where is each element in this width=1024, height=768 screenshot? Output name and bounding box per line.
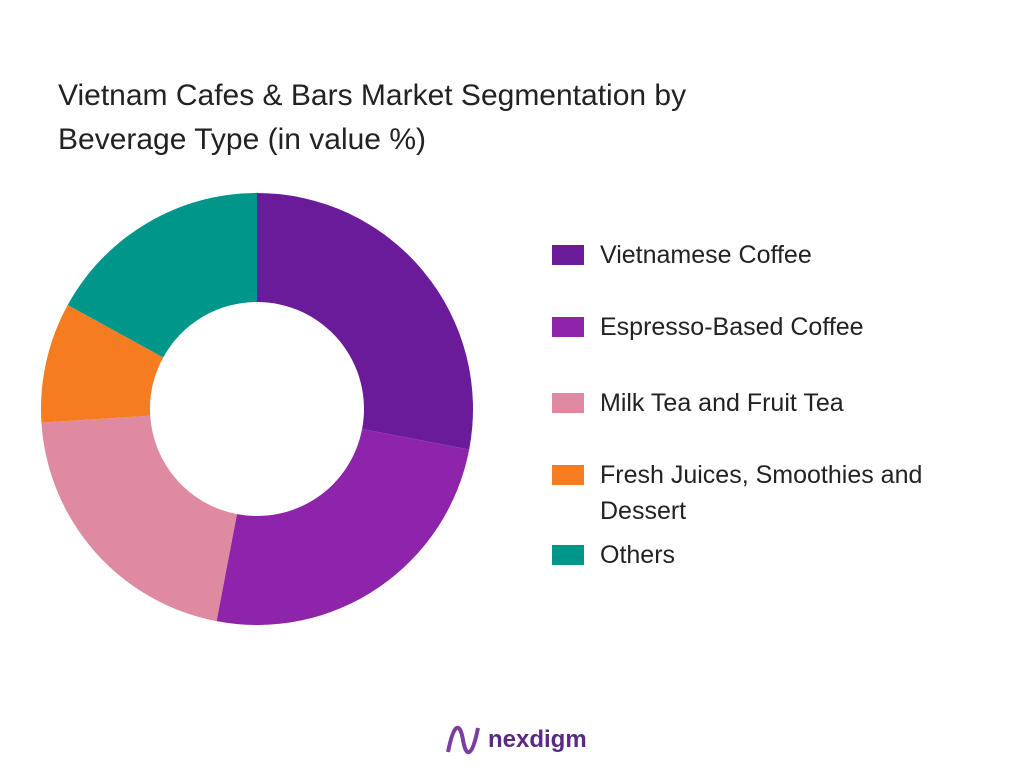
donut-slice xyxy=(41,415,237,622)
logo-text: nexdigm xyxy=(488,726,587,753)
donut-slice xyxy=(41,304,164,423)
legend-label: Fresh Juices, Smoothies and Dessert xyxy=(600,461,923,525)
legend-item: Espresso-Based Coffee xyxy=(552,312,1000,345)
legend-swatch xyxy=(552,317,584,337)
legend-item: Fresh Juices, Smoothies and Dessert xyxy=(552,460,1000,529)
chart-title: Vietnam Cafes & Bars Market Segmentation… xyxy=(58,79,687,156)
legend-label: Vietnamese Coffee xyxy=(600,241,812,269)
legend-label: Milk Tea and Fruit Tea xyxy=(600,389,844,417)
donut-slice xyxy=(216,429,470,625)
legend-swatch xyxy=(552,393,584,413)
legend-swatch xyxy=(552,245,584,265)
legend-swatch xyxy=(552,465,584,485)
chart xyxy=(41,193,473,625)
legend-label: Others xyxy=(600,541,676,569)
legend-item: Milk Tea and Fruit Tea xyxy=(552,388,1000,421)
logo-icon xyxy=(446,725,480,755)
legend-swatch xyxy=(552,545,584,565)
legend-item: Vietnamese Coffee xyxy=(552,240,1000,273)
legend-item: Others xyxy=(552,540,1000,573)
donut-slice xyxy=(257,193,473,450)
legend-label: Espresso-Based Coffee xyxy=(600,313,864,341)
donut-slice xyxy=(67,193,257,358)
logo: nexdigm xyxy=(444,722,587,758)
